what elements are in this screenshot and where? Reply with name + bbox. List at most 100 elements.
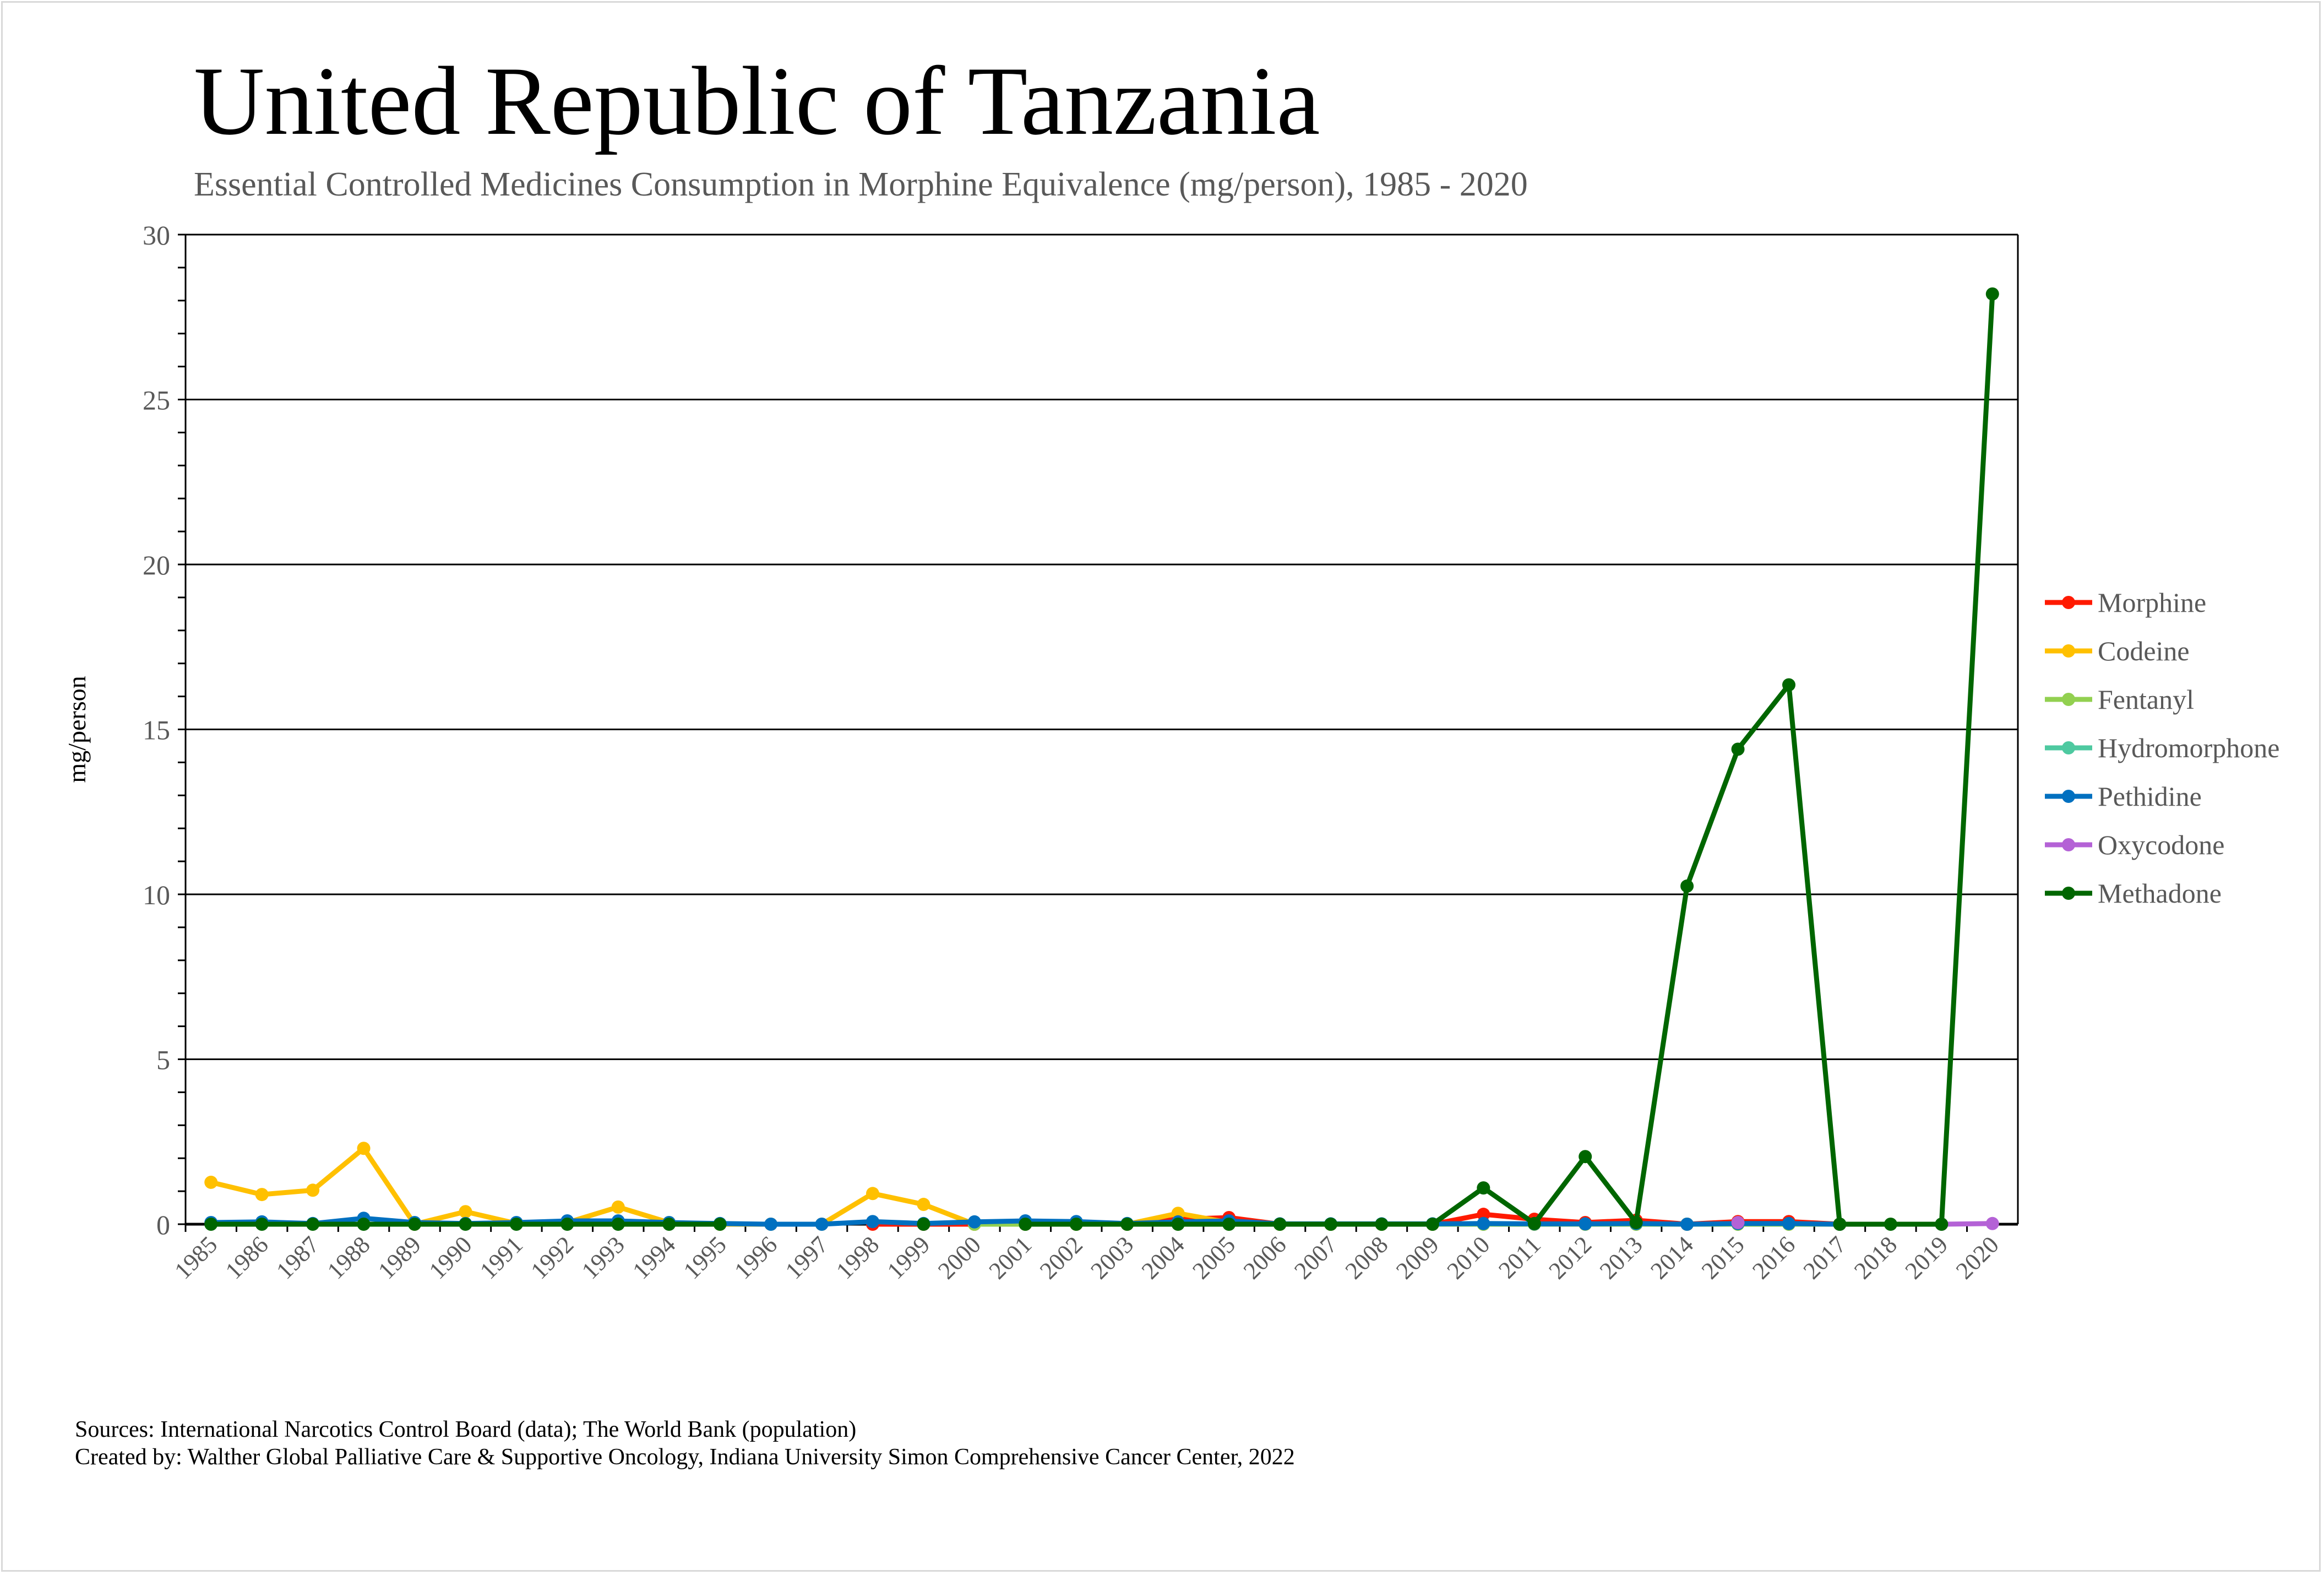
- pethidine-point: [1477, 1216, 1490, 1230]
- x-tick-label: 1992: [526, 1231, 579, 1284]
- x-tick-label: 1994: [627, 1231, 681, 1284]
- x-tick-label: 1998: [831, 1231, 884, 1284]
- methadone-point: [1629, 1216, 1643, 1230]
- methadone-point: [1273, 1218, 1287, 1231]
- x-tick-label: 1997: [780, 1231, 834, 1284]
- legend-methadone-label: Methadone: [2098, 878, 2222, 909]
- codeine-point: [866, 1187, 879, 1201]
- x-tick-label: 1987: [271, 1231, 324, 1284]
- x-tick-label: 2013: [1594, 1231, 1648, 1284]
- x-tick-label: 2011: [1493, 1231, 1546, 1284]
- x-tick-label: 2014: [1645, 1231, 1699, 1284]
- pethidine-point: [1579, 1217, 1592, 1231]
- pethidine-point: [866, 1215, 879, 1229]
- x-tick-label: 2003: [1085, 1231, 1139, 1284]
- methadone-point: [1884, 1218, 1897, 1231]
- methadone-point: [1019, 1218, 1032, 1231]
- legend-morphine-marker: [2062, 596, 2075, 609]
- legend-methadone-marker: [2062, 887, 2075, 900]
- x-tick-label: 1990: [424, 1231, 477, 1284]
- methadone-point: [255, 1218, 269, 1231]
- methadone-point: [1782, 678, 1795, 692]
- methadone-point: [917, 1218, 930, 1231]
- methadone-point: [611, 1218, 625, 1231]
- y-tick-label: 25: [143, 385, 170, 416]
- x-tick-label: 1989: [373, 1231, 426, 1284]
- methadone-point: [1375, 1218, 1389, 1231]
- x-tick-label: 2000: [933, 1231, 986, 1284]
- codeine-point: [204, 1175, 218, 1189]
- codeine-line: [210, 1145, 1840, 1227]
- legend-oxycodone-marker: [2062, 838, 2075, 851]
- methadone-point: [509, 1218, 523, 1231]
- methadone-point: [1579, 1150, 1592, 1164]
- methadone-point: [1171, 1218, 1185, 1231]
- y-tick-label: 0: [156, 1209, 170, 1240]
- pethidine-point: [967, 1215, 981, 1229]
- methadone-point: [1477, 1181, 1490, 1195]
- methadone-point: [1120, 1218, 1134, 1231]
- x-tick-label: 1991: [475, 1231, 528, 1284]
- pethidine-point: [1782, 1216, 1795, 1230]
- x-tick-label: 1988: [322, 1231, 375, 1284]
- y-tick-label: 30: [143, 220, 170, 251]
- methadone-point: [560, 1218, 574, 1231]
- x-tick-label: 1986: [220, 1231, 274, 1284]
- methadone-point: [1985, 287, 1999, 301]
- x-tick-label: 2008: [1340, 1231, 1394, 1284]
- chart-title: United Republic of Tanzania: [194, 46, 1320, 155]
- methadone-point: [306, 1218, 320, 1231]
- methadone-point: [713, 1218, 727, 1231]
- y-tick-label: 10: [143, 879, 170, 910]
- x-tick-label: 2016: [1747, 1231, 1800, 1284]
- created-by-note: Created by: Walther Global Palliative Ca…: [75, 1444, 1295, 1470]
- methadone-point: [1324, 1218, 1337, 1231]
- legend-pethidine-marker: [2062, 790, 2075, 803]
- x-tick-label: 2002: [1035, 1231, 1088, 1284]
- y-tick-label: 15: [143, 715, 170, 746]
- legend-morphine-label: Morphine: [2098, 587, 2206, 618]
- legend-codeine-label: Codeine: [2098, 636, 2190, 666]
- x-tick-label: 2017: [1798, 1231, 1852, 1284]
- x-tick-label: 2015: [1696, 1231, 1750, 1284]
- methadone-point: [662, 1218, 676, 1231]
- x-tick-label: 1996: [729, 1231, 782, 1284]
- legend-fentanyl-label: Fentanyl: [2098, 684, 2194, 715]
- codeine-point: [357, 1142, 371, 1155]
- x-tick-label: 1993: [576, 1231, 630, 1284]
- x-tick-label: 1985: [169, 1231, 222, 1284]
- x-tick-label: 2006: [1238, 1231, 1292, 1284]
- pethidine-point: [764, 1218, 778, 1231]
- oxycodone-point: [1731, 1216, 1745, 1230]
- codeine-point: [306, 1183, 320, 1197]
- methadone-point: [357, 1218, 371, 1231]
- y-tick-label: 5: [156, 1045, 170, 1076]
- methadone-point: [1527, 1216, 1541, 1230]
- morphine-point: [1477, 1208, 1490, 1221]
- x-tick-label: 2001: [984, 1231, 1037, 1284]
- methadone-point: [1425, 1218, 1439, 1231]
- methadone-point: [1935, 1218, 1949, 1231]
- methadone-point: [1680, 879, 1694, 893]
- methadone-point: [1069, 1218, 1083, 1231]
- sources-note: Sources: International Narcotics Control…: [75, 1417, 857, 1442]
- methadone-point: [204, 1218, 218, 1231]
- x-tick-label: 2010: [1442, 1231, 1495, 1284]
- legend-hydromorphone-marker: [2062, 741, 2075, 754]
- codeine-point: [255, 1188, 269, 1202]
- pethidine-point: [1680, 1218, 1694, 1231]
- methadone-point: [459, 1218, 472, 1231]
- legend-pethidine-label: Pethidine: [2098, 781, 2202, 812]
- x-tick-label: 2009: [1391, 1231, 1444, 1284]
- x-tick-label: 2019: [1900, 1231, 1953, 1284]
- x-tick-label: 2020: [1951, 1231, 2004, 1284]
- methadone-point: [408, 1218, 421, 1231]
- methadone-line: [1025, 294, 1995, 1227]
- x-tick-label: 2012: [1543, 1231, 1597, 1284]
- legend-hydromorphone-label: Hydromorphone: [2098, 732, 2280, 763]
- x-tick-label: 2007: [1289, 1231, 1342, 1284]
- x-tick-label: 2018: [1849, 1231, 1902, 1284]
- legend-codeine-marker: [2062, 644, 2075, 658]
- oxycodone-point: [1985, 1216, 1999, 1230]
